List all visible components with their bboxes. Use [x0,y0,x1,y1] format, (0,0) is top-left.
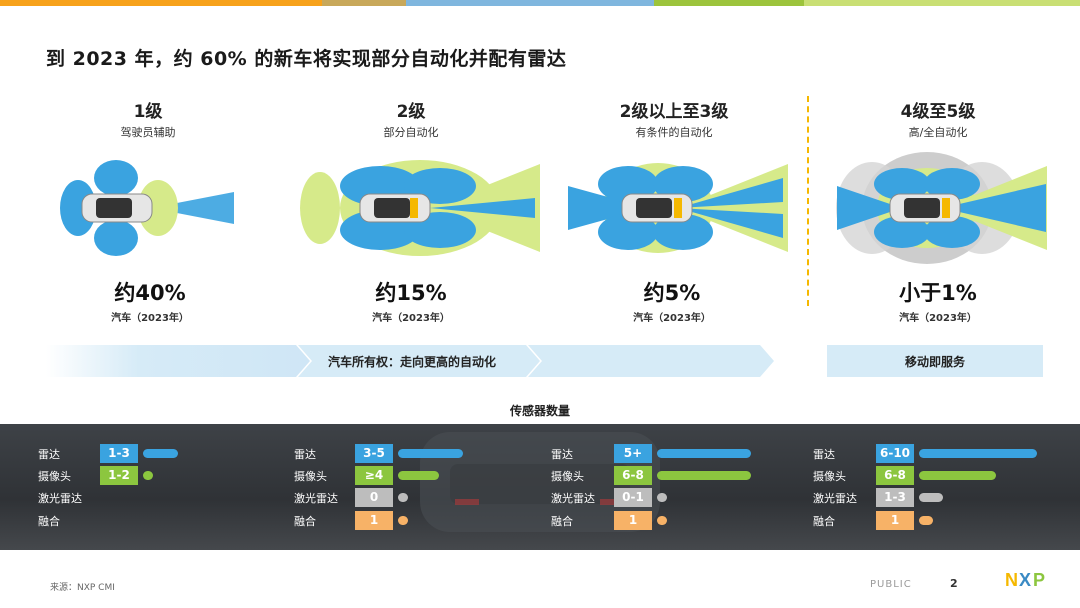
ownership-band-label: 汽车所有权：走向更高的自动化 [328,355,497,369]
sensor-label: 激光雷达 [813,492,857,505]
svg-text:P: P [1033,570,1045,590]
sensor-count-bar [657,516,667,525]
sensor-label: 融合 [38,515,60,528]
sensor-label: 雷达 [551,448,573,461]
mobility-band-label: 移动即服务 [904,355,965,369]
level-number: 2级 [396,102,426,122]
sensor-label: 融合 [813,515,835,528]
sensor-label: 摄像头 [551,470,584,483]
sensor-count-box: 6-8 [614,466,652,485]
page-number: 2 [950,577,958,590]
level-4-share: 小于1% 汽车（2023年） [838,277,1038,324]
sensor-count-box: 1 [614,511,652,530]
sensor-label: 融合 [294,515,316,528]
sensor-count-bar [657,493,667,502]
sensor-count-bar [919,493,943,502]
sensor-count-box: 1 [355,511,393,530]
sensor-count-box: 0-1 [614,488,652,507]
sensor-label: 摄像头 [38,470,71,483]
sensor-count-bar [143,449,178,458]
share-caption: 汽车（2023年） [899,313,977,324]
share-value: 约15% [375,281,447,305]
sensor-label: 融合 [551,515,573,528]
sensor-label: 雷达 [294,448,316,461]
level-1-heading: 1级 驾驶员辅助 [48,97,248,140]
sensor-label: 激光雷达 [294,492,338,505]
level-4-heading: 4级至5级 高/全自动化 [838,97,1038,140]
level-1-share: 约40% 汽车（2023年） [50,277,250,324]
sensor-count-box: ≥4 [355,466,393,485]
level-name: 驾驶员辅助 [120,126,176,139]
sensor-count-box: 6-10 [876,444,914,463]
sensor-label: 雷达 [813,448,835,461]
level-2-car-coverage-illustration [300,160,540,256]
sensor-label: 摄像头 [294,470,327,483]
panel-background-car-illustration [420,432,660,532]
sensor-count-box: 3-5 [355,444,393,463]
mobility-band [827,345,1043,377]
sensor-count-box: 1-3 [100,444,138,463]
share-caption: 汽车（2023年） [111,313,189,324]
level-name: 部分自动化 [383,126,439,139]
level-2-heading: 2级 部分自动化 [311,97,511,140]
svg-text:X: X [1019,570,1031,590]
level-number: 1级 [133,102,163,122]
sensor-count-bar [143,471,153,480]
sensor-count-bar [657,471,751,480]
level-number: 2级以上至3级 [619,102,729,122]
level-1-car-coverage-illustration [60,160,234,256]
sensor-count-box: 5+ [614,444,652,463]
share-caption: 汽车（2023年） [633,313,711,324]
sensor-count-panel: 雷达 1-3 摄像头 1-2 激光雷达融合 雷达 3-5 摄像头 ≥4 激光雷达 0 融合 1 雷达 5+ 摄… [0,424,1080,550]
share-value: 小于1% [899,281,977,305]
level-3-heading: 2级以上至3级 有条件的自动化 [574,97,774,140]
sensor-count-title: 传感器数量 [509,404,570,418]
ownership-arrow-band [46,345,774,377]
share-value: 约5% [643,281,701,305]
level-3-car-coverage-illustration [568,163,788,253]
sensor-count-box: 0 [355,488,393,507]
share-value: 约40% [114,281,186,305]
sensor-count-box: 1 [876,511,914,530]
level-3-share: 约5% 汽车（2023年） [572,277,772,324]
level-4-5-car-coverage-illustration [836,152,1047,264]
sensor-count-box: 1-2 [100,466,138,485]
svg-text:N: N [1005,570,1018,590]
share-caption: 汽车（2023年） [372,313,450,324]
level-name: 高/全自动化 [908,126,968,139]
sensor-count-bar [919,471,996,480]
level-name: 有条件的自动化 [635,126,713,139]
level-number: 4级至5级 [900,102,976,122]
source-note: 来源：NXP CMI [50,583,115,593]
page-title: 到 2023 年，约 60% 的新车将实现部分自动化并配有雷达 [46,48,567,70]
sensor-label: 激光雷达 [38,492,82,505]
sensor-count-bar [657,449,751,458]
dashed-divider [807,96,809,306]
sensor-count-bar [919,516,933,525]
sensor-count-bar [398,493,408,502]
sensor-count-box: 6-8 [876,466,914,485]
sensor-count-bar [398,516,408,525]
sensor-count-bar [398,471,439,480]
nxp-logo: N X P [1005,570,1045,590]
level-2-share: 约15% 汽车（2023年） [311,277,511,324]
sensor-count-box: 1-3 [876,488,914,507]
top-color-bar [0,0,1080,6]
sensor-count-bar [398,449,463,458]
sensor-count-bar [919,449,1037,458]
sensor-label: 雷达 [38,448,60,461]
sensor-label: 激光雷达 [551,492,595,505]
classification-label: PUBLIC [870,579,912,590]
sensor-label: 摄像头 [813,470,846,483]
